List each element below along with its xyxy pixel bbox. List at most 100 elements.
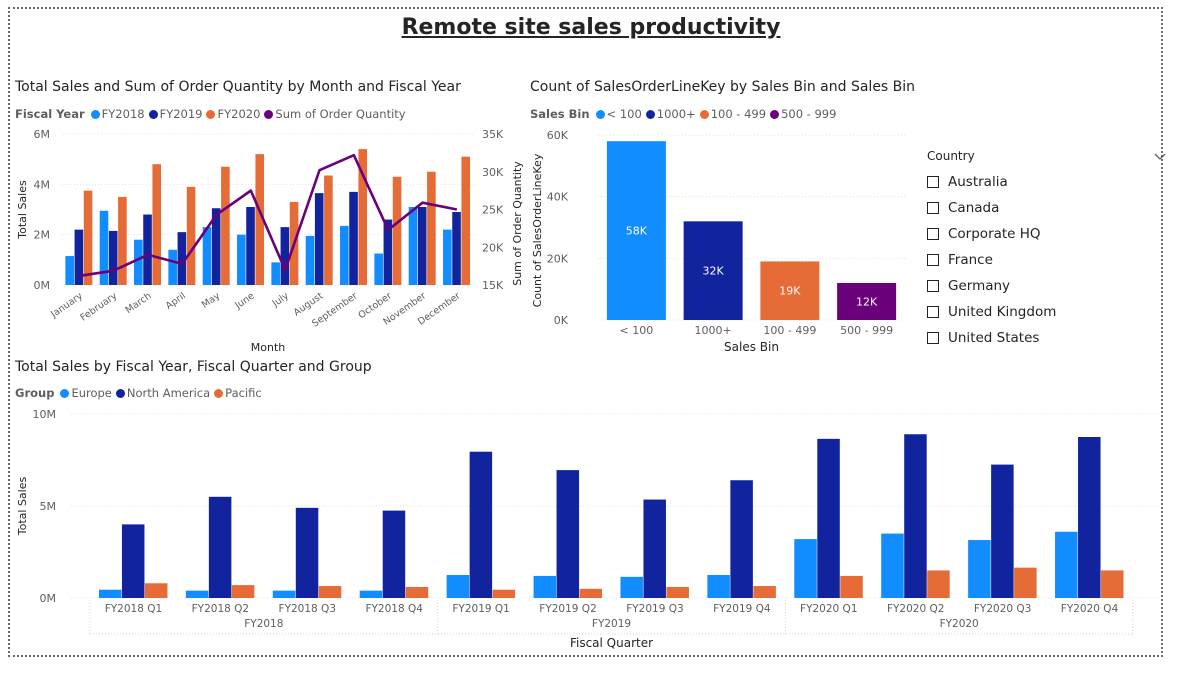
x-tick-label: 1000+ xyxy=(695,324,732,337)
bar-pacific xyxy=(753,586,776,598)
legend-dot xyxy=(115,388,125,398)
bar-europe xyxy=(272,590,296,598)
y-tick-label: 5M xyxy=(40,500,57,513)
country-slicer: Country Australia Canada Corporate HQ Fr… xyxy=(927,147,1166,351)
bar-fy2018 xyxy=(202,227,212,285)
bar-fy2019 xyxy=(246,206,255,285)
y-tick-label: 0K xyxy=(554,314,569,327)
bar-pacific xyxy=(492,589,516,598)
slicer-item-corporate-hq[interactable]: Corporate HQ xyxy=(927,221,1157,247)
legend-item-order-quantity[interactable]: Sum of Order Quantity xyxy=(264,107,406,121)
slicer-item-france[interactable]: France xyxy=(927,247,1157,273)
legend-item-1000-plus[interactable]: 1000+ xyxy=(645,107,696,121)
bar-fy2019 xyxy=(280,227,290,285)
bar-pacific xyxy=(927,570,950,598)
bar-north-america xyxy=(208,496,232,598)
checkbox[interactable] xyxy=(927,254,939,266)
legend-label: North America xyxy=(126,386,211,400)
bar-pacific xyxy=(231,585,255,598)
legend-item-under-100[interactable]: < 100 xyxy=(595,107,642,121)
bar-pacific xyxy=(1101,570,1124,598)
bar-fy2018 xyxy=(271,262,280,285)
chart1-title: Total Sales and Sum of Order Quantity by… xyxy=(15,79,461,95)
slicer-item-united-kingdom[interactable]: United Kingdom xyxy=(927,299,1157,325)
bar-fy2018 xyxy=(65,256,74,285)
bar-fy2020 xyxy=(118,196,127,285)
x-tick-label: FY2018 Q1 xyxy=(105,603,162,615)
legend-item-pacific[interactable]: Pacific xyxy=(214,386,262,400)
checkbox[interactable] xyxy=(927,176,939,188)
legend-item-500-999[interactable]: 500 - 999 xyxy=(770,107,836,121)
group-label: FY2019 xyxy=(592,618,631,630)
chevron-down-icon[interactable] xyxy=(1153,149,1167,163)
legend-label: 500 - 999 xyxy=(781,107,837,121)
x-tick-label: FY2020 Q1 xyxy=(800,603,857,615)
bar-fy2018 xyxy=(99,210,109,285)
y2-tick-label: 20K xyxy=(482,241,504,254)
y-axis-title: Count of SalesOrderLineKey xyxy=(531,153,544,307)
legend-label: 100 - 499 xyxy=(710,107,767,121)
bar-north-america xyxy=(991,464,1014,598)
page-title: Remote site sales productivity xyxy=(401,15,781,40)
y-tick-label: 0M xyxy=(40,592,57,605)
bar-europe xyxy=(620,576,643,598)
slicer-item-united-states[interactable]: United States xyxy=(927,325,1157,351)
bar-north-america xyxy=(643,499,666,598)
x-axis-title: Sales Bin xyxy=(724,340,779,354)
slicer-item-label: Corporate HQ xyxy=(948,226,1041,242)
bar-north-america xyxy=(469,451,493,598)
legend-label: Sum of Order Quantity xyxy=(275,107,406,121)
chart3-legend: Group Europe North America Pacific xyxy=(15,386,266,400)
x-tick-label: < 100 xyxy=(620,324,654,337)
bar-north-america xyxy=(904,434,927,598)
x-tick-label: FY2019 Q4 xyxy=(713,603,771,615)
slicer-item-germany[interactable]: Germany xyxy=(927,273,1157,299)
legend-dot xyxy=(645,109,655,119)
checkbox[interactable] xyxy=(927,202,939,214)
bar-fy2020 xyxy=(324,175,333,285)
group-label: FY2020 xyxy=(940,618,979,630)
bar-north-america xyxy=(730,480,753,598)
x-tick-label: FY2020 Q4 xyxy=(1061,603,1119,615)
bar-fy2020 xyxy=(152,164,162,285)
bar-north-america xyxy=(1078,437,1101,598)
bar-europe xyxy=(98,589,122,598)
y2-tick-label: 25K xyxy=(482,204,504,217)
y2-tick-label: 35K xyxy=(482,128,504,141)
bar-north-america xyxy=(295,507,319,598)
bar-north-america xyxy=(382,510,406,598)
bar-fy2018 xyxy=(443,229,452,285)
slicer-item-australia[interactable]: Australia xyxy=(927,169,1157,195)
bar-sales-bin xyxy=(837,283,897,320)
legend-item-europe[interactable]: Europe xyxy=(60,386,112,400)
bar-europe xyxy=(446,575,470,598)
checkbox[interactable] xyxy=(927,280,939,292)
bar-pacific xyxy=(840,575,863,598)
y-axis-title: Total Sales xyxy=(16,180,29,240)
bar-north-america xyxy=(817,438,840,598)
legend-item-north-america[interactable]: North America xyxy=(115,386,211,400)
legend-item-fy2020[interactable]: FY2020 xyxy=(206,107,260,121)
checkbox[interactable] xyxy=(927,332,939,344)
y-tick-label: 0M xyxy=(34,279,51,292)
group-label: FY2018 xyxy=(244,618,283,630)
bar-fy2019 xyxy=(74,229,84,285)
legend-dot xyxy=(214,388,224,398)
bar-sales-bin xyxy=(606,141,666,320)
legend-dot xyxy=(90,109,100,119)
bar-fy2019 xyxy=(314,193,324,285)
legend-dot xyxy=(148,109,158,119)
legend-item-fy2019[interactable]: FY2019 xyxy=(148,107,202,121)
y-tick-label: 2M xyxy=(34,229,51,242)
slicer-item-canada[interactable]: Canada xyxy=(927,195,1157,221)
checkbox[interactable] xyxy=(927,306,939,318)
legend-item-fy2018[interactable]: FY2018 xyxy=(90,107,145,121)
legend-item-100-499[interactable]: 100 - 499 xyxy=(699,107,767,121)
bar-fy2020 xyxy=(186,186,196,285)
checkbox[interactable] xyxy=(927,228,939,240)
bar-fy2020 xyxy=(221,166,230,285)
x-tick-label: FY2018 Q2 xyxy=(192,603,249,615)
